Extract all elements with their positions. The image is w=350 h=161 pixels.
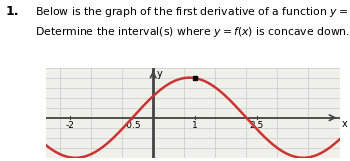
Text: 1: 1 — [192, 121, 197, 130]
Text: Below is the graph of the first derivative of a function $y = f(x)$.
Determine t: Below is the graph of the first derivati… — [35, 5, 350, 39]
Text: -0.5: -0.5 — [124, 121, 141, 130]
Text: x: x — [342, 119, 347, 129]
Text: y: y — [156, 69, 162, 79]
Text: 1.: 1. — [5, 5, 19, 18]
Text: -2: -2 — [66, 121, 75, 130]
Text: 2.5: 2.5 — [250, 121, 264, 130]
